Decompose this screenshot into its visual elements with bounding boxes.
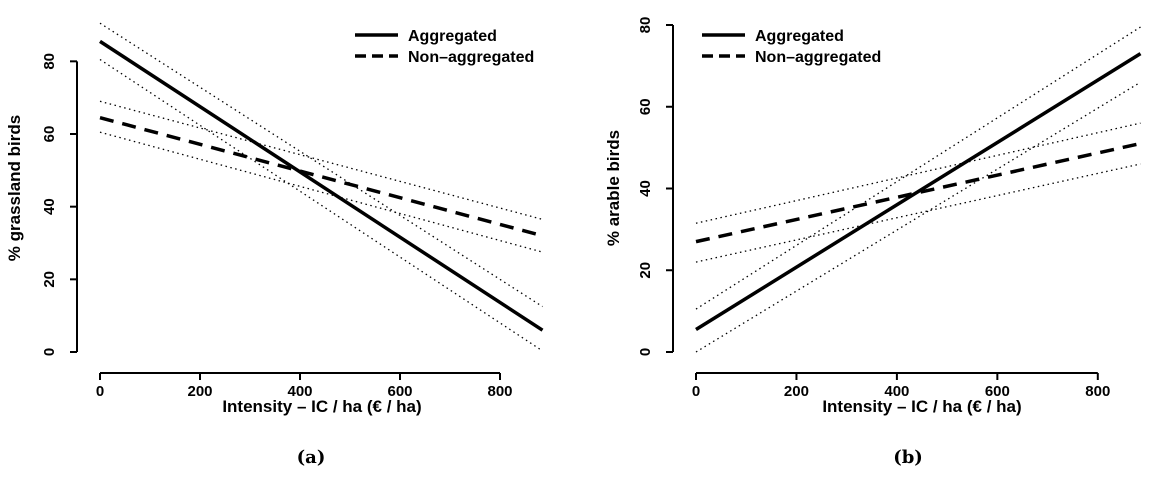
- legend-label: Aggregated: [408, 28, 497, 45]
- series-line-aggregated: [695, 52, 1142, 332]
- x-tick-label: 400: [884, 383, 909, 400]
- y-tick-label: 80: [41, 53, 58, 70]
- y-tick-label: 40: [41, 198, 58, 215]
- series-line-non-aggregated: [695, 141, 1141, 244]
- ci-lower-aggregated: [695, 81, 1141, 353]
- panel-caption: (b): [893, 447, 923, 468]
- series-line-aggregated: [99, 39, 544, 332]
- y-tick-label: 0: [41, 348, 58, 356]
- x-tick-label: 800: [1085, 383, 1110, 400]
- x-tick-label: 200: [187, 383, 212, 400]
- series-line-non-aggregated: [99, 115, 543, 238]
- panel-caption: (a): [297, 447, 326, 468]
- y-tick-label: 60: [41, 126, 58, 143]
- x-axis-title: Intensity – IC / ha (€ / ha): [822, 397, 1021, 416]
- x-tick-label: 600: [985, 383, 1010, 400]
- legend-label: Non–aggregated: [755, 49, 881, 66]
- y-tick-label: 60: [637, 98, 654, 115]
- x-tick-label: 600: [387, 383, 412, 400]
- legend-label: Aggregated: [755, 28, 844, 45]
- y-tick-label: 20: [41, 271, 58, 288]
- ci-lower-non-aggregated: [695, 163, 1141, 263]
- legend-label: Non–aggregated: [408, 49, 534, 66]
- x-tick-label: 200: [784, 383, 809, 400]
- ci-lower-non-aggregated: [99, 131, 543, 253]
- ci-upper-non-aggregated: [99, 100, 543, 221]
- y-tick-label: 80: [637, 17, 654, 34]
- x-tick-label: 800: [487, 383, 512, 400]
- y-tick-label: 20: [637, 262, 654, 279]
- ci-upper-non-aggregated: [695, 122, 1141, 224]
- x-tick-label: 0: [96, 383, 104, 400]
- ci-upper-aggregated: [695, 26, 1141, 310]
- x-axis-title: Intensity – IC / ha (€ / ha): [222, 397, 421, 416]
- x-tick-label: 0: [692, 383, 700, 400]
- y-axis-title: % grassland birds: [5, 115, 24, 261]
- y-tick-label: 0: [637, 348, 654, 356]
- x-tick-label: 400: [287, 383, 312, 400]
- y-axis-title: % arable birds: [604, 130, 623, 246]
- ci-lower-aggregated: [99, 58, 543, 352]
- y-tick-label: 40: [637, 180, 654, 197]
